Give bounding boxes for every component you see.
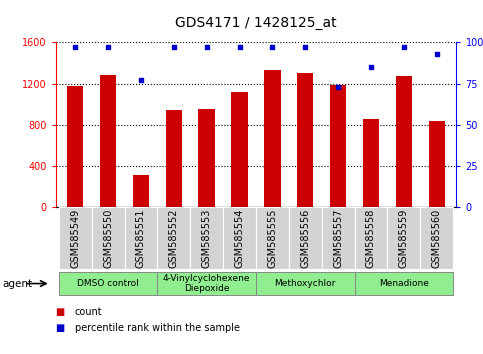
Bar [133,175,149,207]
Point [170,45,178,50]
Bar [330,85,346,207]
Bar [428,121,445,207]
Bar [92,207,125,269]
Bar [125,207,157,269]
Text: Menadione: Menadione [379,279,429,288]
Bar [59,207,92,269]
Bar [157,272,256,295]
Bar [231,92,248,207]
Point [269,45,276,50]
Bar [387,207,420,269]
Text: GSM585549: GSM585549 [70,209,80,268]
Text: GSM585560: GSM585560 [432,209,442,268]
Point [301,45,309,50]
Bar [59,272,157,295]
Text: GSM585557: GSM585557 [333,209,343,268]
Text: ■: ■ [56,323,65,333]
Text: count: count [75,307,102,317]
Text: GSM585552: GSM585552 [169,209,179,268]
Point [400,45,408,50]
Text: agent: agent [2,279,32,289]
Bar [166,110,182,207]
Text: GSM585559: GSM585559 [399,209,409,268]
Bar [289,207,322,269]
Text: 4-Vinylcyclohexene
Diepoxide: 4-Vinylcyclohexene Diepoxide [163,274,251,293]
Bar [363,119,379,207]
Text: GSM585555: GSM585555 [268,209,277,268]
Bar [256,207,289,269]
Bar [67,86,84,207]
Bar [190,207,223,269]
Bar [297,73,313,207]
Text: GSM585556: GSM585556 [300,209,310,268]
Text: GSM585554: GSM585554 [235,209,244,268]
Bar [396,76,412,207]
Bar [223,207,256,269]
Text: DMSO control: DMSO control [77,279,139,288]
Text: Methoxychlor: Methoxychlor [275,279,336,288]
Bar [355,207,387,269]
Bar [100,75,116,207]
Bar [420,207,453,269]
Bar [264,70,281,207]
Text: GSM585551: GSM585551 [136,209,146,268]
Point [367,64,375,70]
Text: ■: ■ [56,307,65,317]
Bar [157,207,190,269]
Point [203,45,211,50]
Bar [199,109,215,207]
Text: GSM585550: GSM585550 [103,209,113,268]
Bar [355,272,453,295]
Point [137,78,145,83]
Text: GSM585553: GSM585553 [202,209,212,268]
Point [433,51,440,57]
Bar [256,272,355,295]
Point [334,84,342,90]
Bar [322,207,355,269]
Point [71,45,79,50]
Text: GDS4171 / 1428125_at: GDS4171 / 1428125_at [175,16,337,30]
Point [236,45,243,50]
Text: percentile rank within the sample: percentile rank within the sample [75,323,240,333]
Text: GSM585558: GSM585558 [366,209,376,268]
Point [104,45,112,50]
